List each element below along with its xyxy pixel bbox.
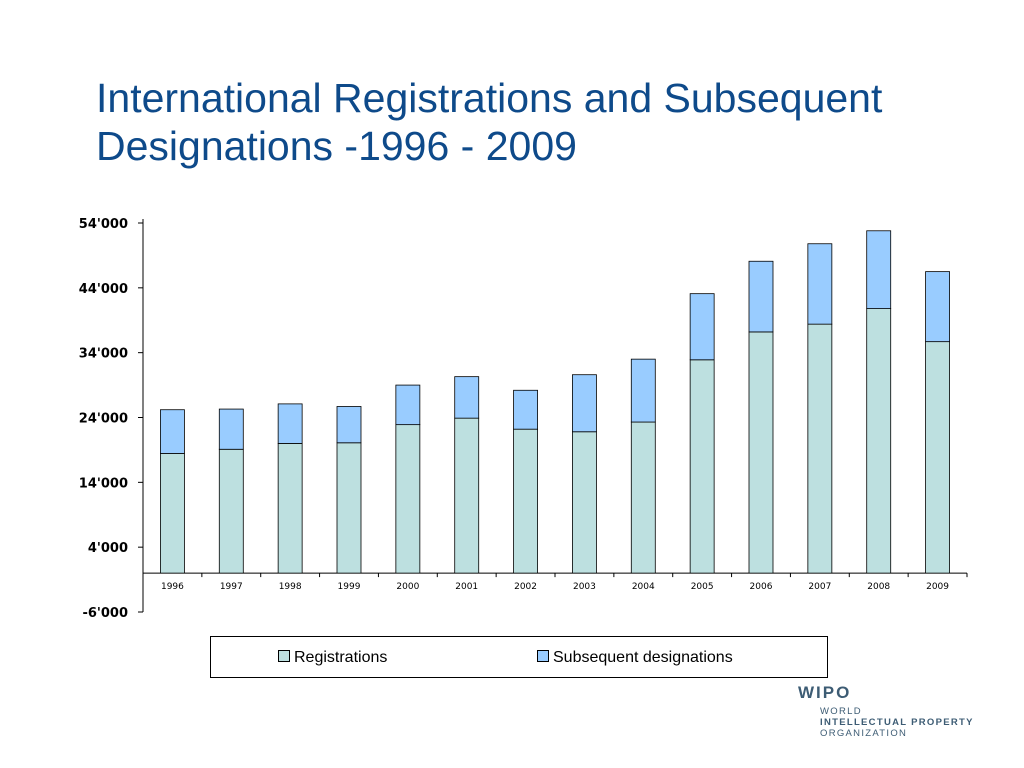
bar-registrations: [572, 431, 597, 574]
bar-subsequent-designations: [630, 358, 656, 423]
bar-subsequent-designations: [866, 230, 892, 309]
x-tick-label: 2004: [632, 582, 655, 592]
bar-subsequent-designations: [513, 389, 538, 430]
chart-legend: Registrations Subsequent designations: [210, 636, 828, 678]
logo-line-world: WORLD: [820, 706, 862, 717]
bar-registrations: [866, 308, 892, 574]
x-tick-label: 2007: [808, 582, 831, 592]
x-tick-label: 2005: [691, 582, 714, 592]
bar-registrations: [630, 421, 656, 574]
title-line-2: Designations -1996 - 2009: [96, 123, 577, 169]
x-tick-label: 2003: [573, 582, 596, 592]
y-tick-label: -6'000: [82, 606, 128, 621]
y-tick-label: 24'000: [79, 412, 128, 427]
bar-subsequent-designations: [572, 374, 597, 433]
bar-registrations: [454, 417, 480, 574]
x-tick-label: 2008: [867, 582, 890, 592]
x-tick-label: 1999: [338, 582, 361, 592]
logo-line-organization: ORGANIZATION: [820, 728, 908, 739]
bar-subsequent-designations: [336, 406, 362, 444]
bar-registrations: [395, 424, 421, 574]
bar-subsequent-designations: [277, 403, 303, 444]
bar-registrations: [277, 443, 303, 574]
x-tick-label: 2001: [455, 582, 478, 592]
x-tick-label: 1996: [161, 582, 184, 592]
bar-registrations: [925, 341, 950, 574]
x-tick-label: 2006: [750, 582, 773, 592]
x-tick-label: 2002: [514, 582, 537, 592]
bar-subsequent-designations: [748, 260, 774, 333]
y-tick-label: 44'000: [79, 282, 128, 297]
x-tick-label: 1998: [279, 582, 302, 592]
legend-swatch-registrations: [278, 650, 290, 662]
legend-label-registrations: Registrations: [294, 649, 388, 666]
bar-registrations: [807, 323, 833, 574]
x-tick-label: 2009: [926, 582, 949, 592]
legend-item-registrations: Registrations: [278, 649, 387, 667]
bar-registrations: [218, 448, 244, 574]
y-tick-label: 34'000: [79, 347, 128, 362]
logo-wordmark: WIPO: [798, 683, 852, 702]
legend-swatch-subsequent-designations: [537, 650, 549, 662]
legend-label-subsequent-designations: Subsequent designations: [553, 649, 733, 666]
bar-subsequent-designations: [395, 384, 421, 426]
bar-subsequent-designations: [454, 376, 480, 419]
bar-registrations: [513, 428, 538, 574]
wipo-logo: WIPO WORLD INTELLECTUAL PROPERTY ORGANIZ…: [798, 683, 974, 739]
legend-item-subsequent-designations: Subsequent designations: [537, 649, 733, 667]
x-tick-label: 2000: [396, 582, 419, 592]
bar-registrations: [160, 453, 185, 574]
bar-subsequent-designations: [689, 293, 715, 361]
y-tick-label: 14'000: [79, 476, 128, 491]
logo-line-intellectual-property: INTELLECTUAL PROPERTY: [820, 717, 974, 728]
x-tick-label: 1997: [220, 582, 243, 592]
bar-registrations: [336, 442, 362, 574]
title-line-1: International Registrations and Subseque…: [96, 75, 883, 121]
slide-title: International Registrations and Subseque…: [96, 74, 996, 170]
bar-subsequent-designations: [218, 408, 244, 450]
bar-registrations: [689, 359, 715, 574]
bar-subsequent-designations: [925, 271, 950, 343]
bar-registrations: [748, 331, 774, 574]
bar-subsequent-designations: [807, 243, 833, 325]
y-tick-label: 4'000: [88, 541, 128, 556]
y-tick-label: 54'000: [79, 217, 128, 232]
bar-subsequent-designations: [160, 409, 185, 454]
